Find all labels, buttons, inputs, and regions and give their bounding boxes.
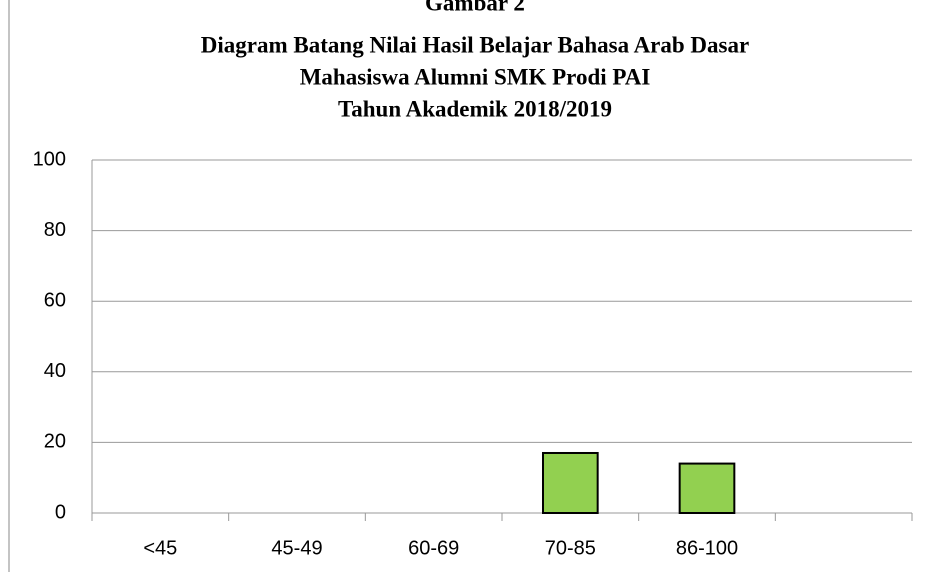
bar: [542, 451, 599, 514]
x-tick-label: 70-85: [545, 537, 596, 559]
x-tick-label: 60-69: [408, 537, 459, 559]
y-tick-label: 100: [33, 148, 66, 170]
y-tick-label: 40: [44, 360, 66, 382]
x-tick-label: 86-100: [676, 537, 738, 559]
y-tick-label: 0: [55, 501, 66, 523]
y-tick-label: 60: [44, 289, 66, 311]
caption: Gambar 2: [425, 0, 525, 15]
x-tick-label: <45: [143, 537, 177, 559]
y-tick-label: 80: [44, 219, 66, 241]
chart-title: Mahasiswa Alumni SMK Prodi PAI: [300, 64, 651, 89]
chart-border: [8, 0, 10, 572]
y-tick-label: 20: [44, 431, 66, 453]
chart-title: Diagram Batang Nilai Hasil Belajar Bahas…: [201, 32, 749, 57]
chart-title: Tahun Akademik 2018/2019: [338, 96, 612, 121]
x-tick-label: 45-49: [271, 537, 322, 559]
bar: [678, 462, 736, 514]
